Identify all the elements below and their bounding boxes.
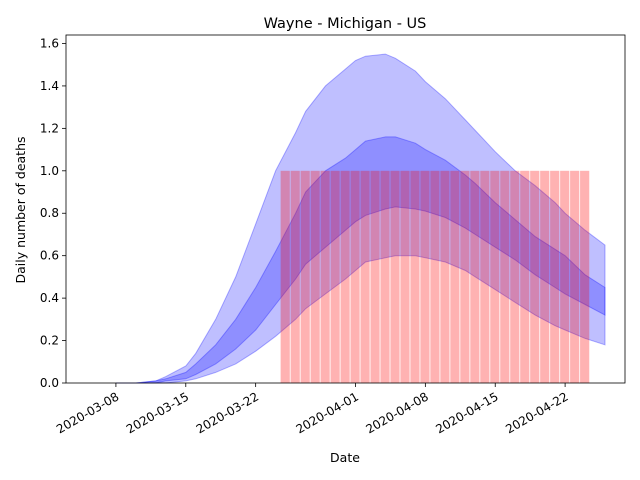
y-tick-label: 1.0 bbox=[40, 164, 59, 178]
y-tick-label: 0.4 bbox=[40, 291, 59, 305]
y-tick-label: 0.6 bbox=[40, 249, 59, 263]
x-tick-label: 2020-04-22 bbox=[503, 389, 570, 436]
bar bbox=[420, 170, 430, 384]
x-tick-label: 2020-03-15 bbox=[124, 389, 191, 436]
plot-frame bbox=[65, 34, 626, 384]
bar bbox=[320, 170, 330, 384]
bar bbox=[360, 170, 370, 384]
bar bbox=[410, 170, 420, 384]
bar bbox=[290, 170, 300, 384]
bar bbox=[430, 170, 440, 384]
bar bbox=[350, 170, 360, 384]
bar bbox=[570, 170, 580, 384]
band-1 bbox=[115, 53, 606, 384]
bar bbox=[540, 170, 550, 384]
bar bbox=[400, 170, 410, 384]
observed-bars bbox=[280, 170, 590, 384]
y-tick-label: 1.6 bbox=[40, 36, 59, 50]
bar bbox=[380, 170, 390, 384]
bar bbox=[470, 170, 480, 384]
bar bbox=[520, 170, 530, 384]
x-tick-label: 2020-04-01 bbox=[294, 389, 361, 436]
band-2 bbox=[115, 136, 606, 384]
y-tick-label: 1.4 bbox=[40, 79, 59, 93]
bar bbox=[500, 170, 510, 384]
bar bbox=[530, 170, 540, 384]
bar bbox=[490, 170, 500, 384]
bar bbox=[480, 170, 490, 384]
chart-title: Wayne - Michigan - US bbox=[264, 16, 427, 32]
bar bbox=[550, 170, 560, 384]
y-tick-label: 0.2 bbox=[40, 334, 59, 348]
x-tick-label: 2020-04-08 bbox=[363, 389, 430, 436]
bar bbox=[330, 170, 340, 384]
x-axis-label: Date bbox=[330, 450, 360, 465]
bar bbox=[340, 170, 350, 384]
confidence-bands bbox=[115, 53, 606, 384]
x-tick-label: 2020-03-08 bbox=[54, 389, 121, 436]
bar bbox=[450, 170, 460, 384]
y-tick-label: 0.8 bbox=[40, 206, 59, 220]
bar bbox=[580, 170, 590, 384]
x-tick-label: 2020-04-15 bbox=[433, 389, 500, 436]
bar bbox=[510, 170, 520, 384]
x-tick-label: 2020-03-22 bbox=[194, 389, 261, 436]
bar bbox=[560, 170, 570, 384]
bar bbox=[310, 170, 320, 384]
bar bbox=[300, 170, 310, 384]
bar bbox=[370, 170, 380, 384]
bar bbox=[460, 170, 470, 384]
bar bbox=[280, 170, 290, 384]
y-axis-label: Daily number of deaths bbox=[13, 136, 28, 283]
y-tick-label: 1.2 bbox=[40, 121, 59, 135]
y-tick-label: 0.0 bbox=[40, 376, 59, 390]
bar bbox=[440, 170, 450, 384]
bar bbox=[390, 170, 400, 384]
